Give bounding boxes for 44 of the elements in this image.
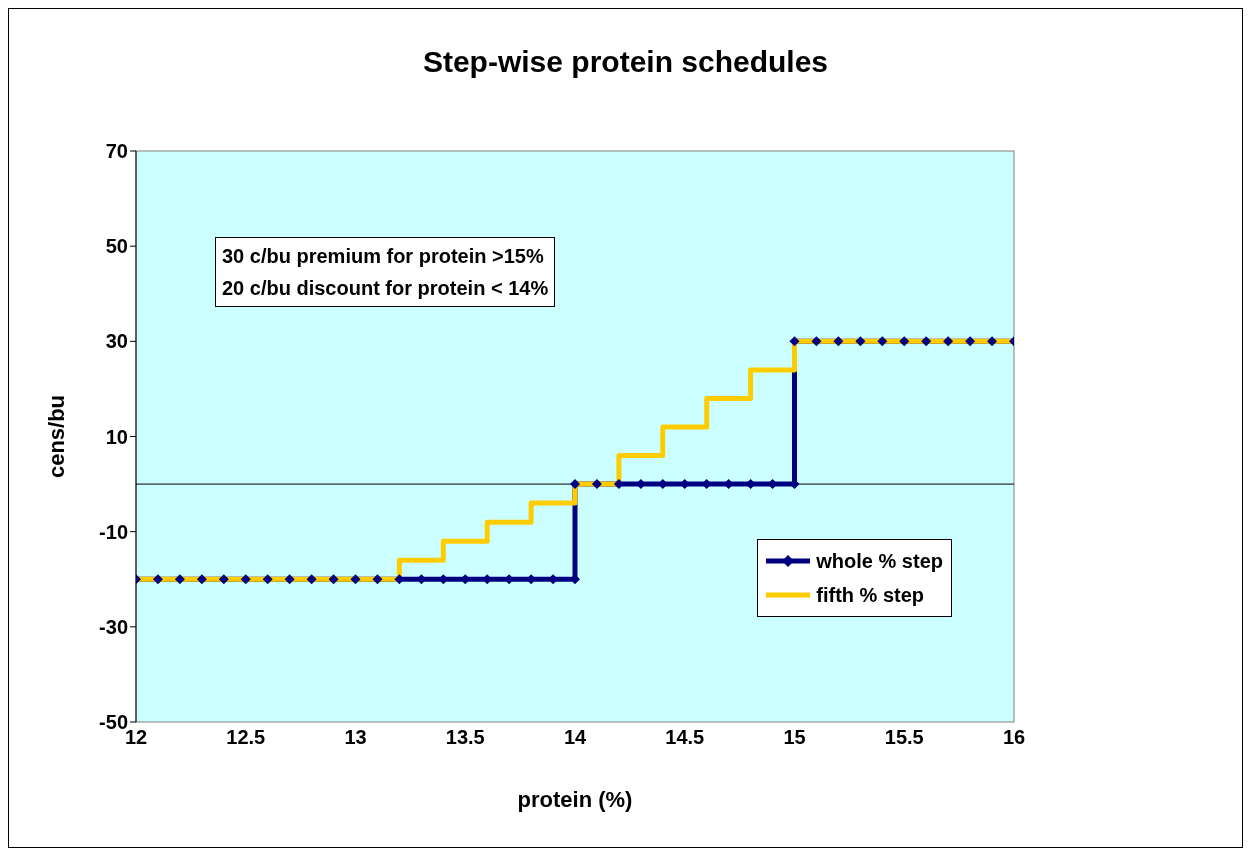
point bbox=[218, 574, 229, 585]
point bbox=[174, 574, 185, 585]
point bbox=[372, 574, 383, 585]
point bbox=[262, 574, 273, 585]
x-tick-label: 14 bbox=[563, 726, 587, 749]
x-tick-label: 13.5 bbox=[445, 726, 485, 749]
annotation: 20 c/bu discount for protein < 14% bbox=[222, 276, 549, 301]
x-axis-title: protein (%) bbox=[517, 787, 633, 812]
legend-label: whole % step bbox=[816, 549, 943, 573]
point bbox=[570, 479, 580, 490]
point bbox=[899, 336, 910, 347]
point bbox=[811, 336, 822, 347]
point bbox=[833, 336, 844, 347]
x-tick-label: 15 bbox=[783, 726, 806, 749]
x-tick-label: 15.5 bbox=[884, 726, 924, 749]
annotation: 30 c/bu premium for protein >15% bbox=[222, 244, 545, 269]
x-tick-label: 14.5 bbox=[665, 726, 705, 749]
point bbox=[284, 574, 295, 585]
point bbox=[855, 336, 866, 347]
point bbox=[306, 574, 317, 585]
x-tick-label: 12.5 bbox=[226, 726, 266, 749]
point bbox=[152, 574, 163, 585]
point bbox=[943, 336, 954, 347]
point bbox=[328, 574, 339, 585]
y-tick-label: 10 bbox=[105, 425, 128, 448]
point bbox=[350, 574, 361, 585]
point bbox=[591, 479, 602, 490]
legend-label: fifth % step bbox=[816, 583, 925, 607]
x-tick-label: 13 bbox=[344, 726, 367, 749]
y-axis-title: cens/bu bbox=[43, 394, 69, 479]
y-tick-label: 50 bbox=[105, 235, 128, 258]
point bbox=[196, 574, 207, 585]
point bbox=[921, 336, 932, 347]
point bbox=[240, 574, 251, 585]
y-tick-label: 70 bbox=[105, 140, 128, 163]
point bbox=[877, 336, 888, 347]
y-tick-label: -30 bbox=[99, 615, 128, 638]
y-tick-label: -10 bbox=[99, 520, 128, 543]
point bbox=[789, 336, 800, 347]
chart-title: Step-wise protein schedules bbox=[421, 45, 830, 79]
x-tick-label: 16 bbox=[1002, 726, 1026, 749]
point bbox=[965, 336, 976, 347]
y-tick-label: 30 bbox=[105, 330, 128, 353]
point bbox=[987, 336, 998, 347]
